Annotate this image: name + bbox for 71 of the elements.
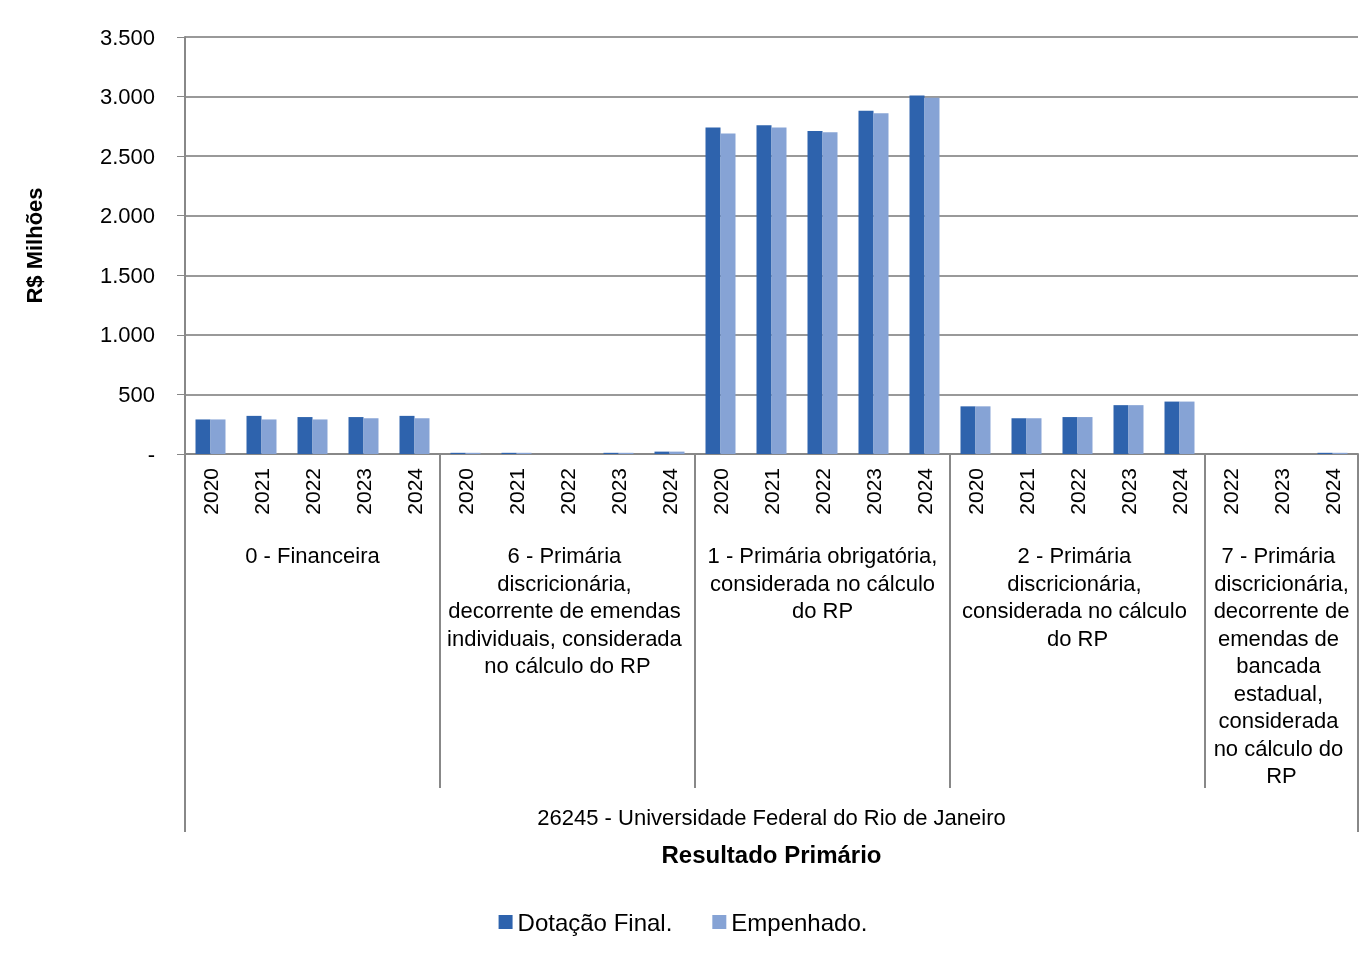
x-tick-label: 2020 xyxy=(454,468,477,515)
bar xyxy=(975,406,991,454)
bar xyxy=(414,418,430,454)
x-tick-label: 2022 xyxy=(556,468,579,515)
bar xyxy=(1113,405,1129,454)
bar xyxy=(1062,417,1078,454)
bar xyxy=(960,406,976,454)
y-tick-label: 1.000 xyxy=(99,322,155,348)
bar xyxy=(195,419,211,454)
x-tick-label: 2024 xyxy=(658,467,681,515)
text: 7 - Primária discricionária, decorrente de emendas de bancada estadual, considerada no cálculo do RP xyxy=(1213,543,1350,789)
bar xyxy=(348,417,364,454)
text: 2 - Primária discricionária, considerada no cálculo do RP xyxy=(961,543,1194,651)
text: 6 - Primária discricionária, decorrente de emendas individuais, considerada no cálculo do RP xyxy=(447,543,688,679)
x-tick-label: 2022 xyxy=(301,468,324,515)
bar xyxy=(924,97,940,454)
bar xyxy=(909,95,925,454)
x-tick-label: 2023 xyxy=(862,468,885,515)
x-tick-label: 2021 xyxy=(760,468,783,515)
x-tick-label: 2024 xyxy=(1321,467,1344,515)
y-tick-label: 3.000 xyxy=(99,84,155,110)
bar xyxy=(399,415,415,454)
bar xyxy=(1128,405,1144,454)
x-tick-label: 2024 xyxy=(913,467,936,515)
bar xyxy=(756,125,772,454)
bar xyxy=(705,127,721,454)
bar xyxy=(1026,418,1042,454)
bar xyxy=(210,419,226,454)
bar xyxy=(873,113,889,454)
y-tick-label: - xyxy=(147,441,155,467)
bar xyxy=(1011,418,1027,454)
x-tick-label: 2022 xyxy=(1219,468,1242,515)
x-tick-label: 2021 xyxy=(505,468,528,515)
bar xyxy=(312,419,328,454)
x-tick-label: 2020 xyxy=(709,468,732,515)
bar xyxy=(858,110,874,454)
bar xyxy=(807,131,823,454)
legend-label: Dotação Final. xyxy=(517,908,673,936)
bar xyxy=(246,415,262,454)
bar xyxy=(720,133,736,454)
y-tick-label: 2.000 xyxy=(99,203,155,229)
x-tick-label: 2023 xyxy=(352,468,375,515)
y-axis-title: R$ Milhões xyxy=(21,187,47,304)
bar xyxy=(1179,401,1195,454)
bar xyxy=(297,417,313,454)
bar xyxy=(1164,401,1180,454)
bar xyxy=(1077,417,1093,454)
text: 1 - Primária obrigatória, considerada no cálculo do RP xyxy=(703,543,942,624)
bar xyxy=(261,419,277,454)
x-tick-label: 2022 xyxy=(811,468,834,515)
y-tick-label: 1.500 xyxy=(99,262,155,288)
legend-label: Empenhado. xyxy=(731,908,868,936)
y-tick-label: 3.500 xyxy=(99,24,155,50)
x-tick-label: 2024 xyxy=(403,467,426,515)
text: Resultado Primário xyxy=(661,840,882,868)
x-tick-label: 2020 xyxy=(964,468,987,515)
x-tick-label: 2020 xyxy=(199,468,222,515)
x-tick-label: 2023 xyxy=(1117,468,1140,515)
bar xyxy=(822,132,838,454)
x-tick-label: 2021 xyxy=(250,468,273,515)
text: 26245 - Universidade Federal do Rio de Janeiro xyxy=(537,804,1006,830)
x-tick-label: 2022 xyxy=(1066,468,1089,515)
y-tick-label: 500 xyxy=(118,381,155,407)
x-tick-label: 2024 xyxy=(1168,467,1191,515)
x-tick-label: 2023 xyxy=(1270,468,1293,515)
bar xyxy=(363,418,379,454)
y-tick-label: 2.500 xyxy=(99,143,155,169)
text: 0 - Financeira xyxy=(245,543,381,569)
x-tick-label: 2023 xyxy=(607,468,630,515)
x-tick-label: 2021 xyxy=(1015,468,1038,515)
bar xyxy=(771,127,787,454)
